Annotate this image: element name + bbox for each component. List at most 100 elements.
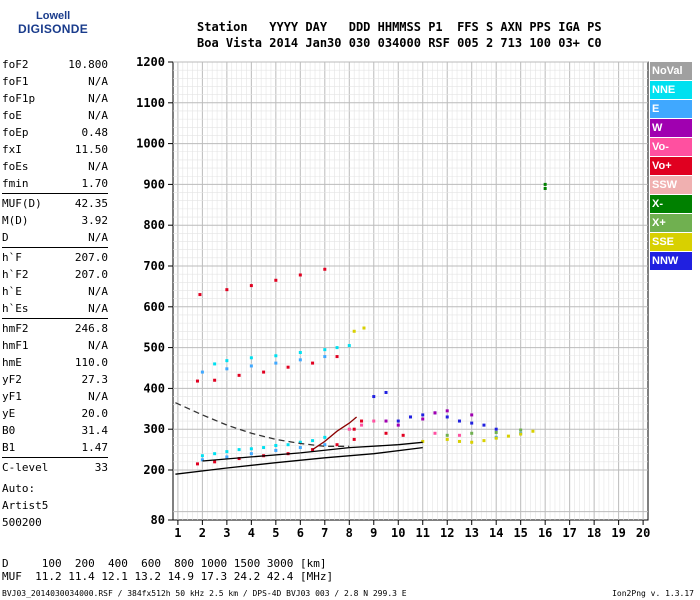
param-row: C-level 33: [2, 459, 108, 476]
echo-point: [457, 419, 461, 423]
param-value: 0.48: [81, 126, 109, 139]
artist-label: Artist5: [2, 499, 49, 512]
param-value: N/A: [88, 92, 108, 105]
param-name: foEs: [2, 160, 29, 173]
legend-item: W: [650, 119, 692, 137]
param-name: foF2: [2, 58, 29, 71]
param-value: N/A: [88, 339, 108, 352]
echo-point: [213, 378, 217, 382]
param-row: foF1p N/A: [2, 90, 108, 107]
param-value: 20.0: [81, 407, 109, 420]
echo-point: [409, 415, 412, 419]
y-tick-label: 1000: [136, 137, 165, 151]
param-name: D: [2, 231, 9, 244]
param-value: 207.0: [74, 251, 108, 264]
echo-point: [274, 354, 278, 358]
echo-point: [543, 182, 547, 186]
echo-point: [249, 284, 253, 288]
echo-point: [200, 370, 204, 374]
param-name: h`E: [2, 285, 22, 298]
echo-point: [519, 428, 523, 432]
param-row: fmin 1.70: [2, 175, 108, 192]
legend-item: Vo+: [650, 157, 692, 175]
x-tick-label: 15: [513, 526, 527, 540]
x-tick-label: 5: [272, 526, 279, 540]
echo-point: [482, 423, 486, 427]
param-value: 3.92: [81, 214, 109, 227]
legend-item: Vo-: [650, 138, 692, 156]
echo-point: [445, 437, 449, 441]
y-tick-label: 200: [143, 463, 165, 477]
footer-info: BVJ03_2014030034000.RSF / 384fx512h 50 k…: [2, 589, 407, 598]
x-tick-label: 10: [391, 526, 405, 540]
echo-point: [494, 436, 498, 440]
echo-point: [421, 439, 425, 443]
echo-point: [352, 437, 356, 441]
echo-point: [262, 370, 266, 374]
echo-point: [195, 379, 199, 383]
param-name: C-level: [2, 461, 49, 474]
legend-item: SSW: [650, 176, 692, 194]
echo-point: [225, 367, 229, 371]
x-tick-label: 7: [321, 526, 328, 540]
header-line2: Boa Vista 2014 Jan30 030 034000 RSF 005 …: [197, 36, 602, 50]
footer: BVJ03_2014030034000.RSF / 384fx512h 50 k…: [2, 589, 698, 598]
param-value: N/A: [88, 75, 108, 88]
y-tick-label: 300: [143, 422, 165, 436]
echo-point: [298, 446, 302, 450]
param-name: hmF2: [2, 322, 29, 335]
d-row: D 100 200 400 600 800 1000 1500 3000 [km…: [2, 557, 327, 570]
code-label: 500200: [2, 516, 42, 529]
param-name: fxI: [2, 143, 22, 156]
y-tick-label: 800: [143, 218, 165, 232]
echo-point: [298, 350, 302, 354]
x-tick-label: 1: [174, 526, 181, 540]
version-label: Ion2Png v. 1.3.17: [612, 589, 694, 598]
echo-point: [384, 390, 388, 394]
x-tick-label: 12: [440, 526, 454, 540]
echo-point: [213, 452, 217, 456]
param-row: hmF1 N/A: [2, 337, 108, 354]
plot-frame: [172, 61, 649, 521]
param-name: yE: [2, 407, 16, 420]
echo-point: [225, 455, 229, 459]
param-separator: [2, 318, 108, 319]
y-tick-label: 900: [143, 177, 165, 191]
echo-point: [200, 458, 204, 462]
station-header: Station YYYY DAY DDD HHMMSS P1 FFS S AXN…: [197, 19, 602, 51]
logo-line1: Lowell: [36, 10, 71, 22]
echo-point: [225, 450, 229, 454]
legend: NoVal NNE E W Vo- Vo+ SSW X- X+ SSE NNW: [650, 62, 692, 271]
auto-label: Auto:: [2, 482, 36, 495]
echo-point: [249, 356, 253, 360]
param-value: N/A: [88, 160, 108, 173]
echo-point: [347, 344, 351, 348]
param-value: N/A: [88, 231, 108, 244]
echo-point: [286, 443, 290, 447]
x-tick-label: 2: [199, 526, 206, 540]
param-name: hmF1: [2, 339, 29, 352]
echo-point: [298, 358, 302, 362]
y-tick-label: 600: [143, 300, 165, 314]
param-row: h`F2 207.0: [2, 266, 108, 283]
x-tick-label: 20: [636, 526, 650, 540]
param-row: h`Es N/A: [2, 300, 108, 317]
param-value: N/A: [88, 390, 108, 403]
param-value: 31.4: [81, 424, 109, 437]
echo-point: [249, 447, 253, 451]
param-name: M(D): [2, 214, 29, 227]
param-name: B1: [2, 441, 16, 454]
echo-point: [335, 355, 339, 359]
param-value: N/A: [88, 109, 108, 122]
param-separator: [2, 457, 108, 458]
echo-point: [352, 427, 356, 431]
x-tick-label: 16: [538, 526, 552, 540]
echo-point: [225, 288, 229, 292]
x-tick-label: 3: [223, 526, 230, 540]
echo-point: [237, 448, 241, 452]
param-row: D N/A: [2, 229, 108, 246]
trace-curve: [175, 402, 350, 447]
param-value: N/A: [88, 285, 108, 298]
echo-point: [195, 462, 199, 466]
legend-item: NNE: [650, 81, 692, 99]
